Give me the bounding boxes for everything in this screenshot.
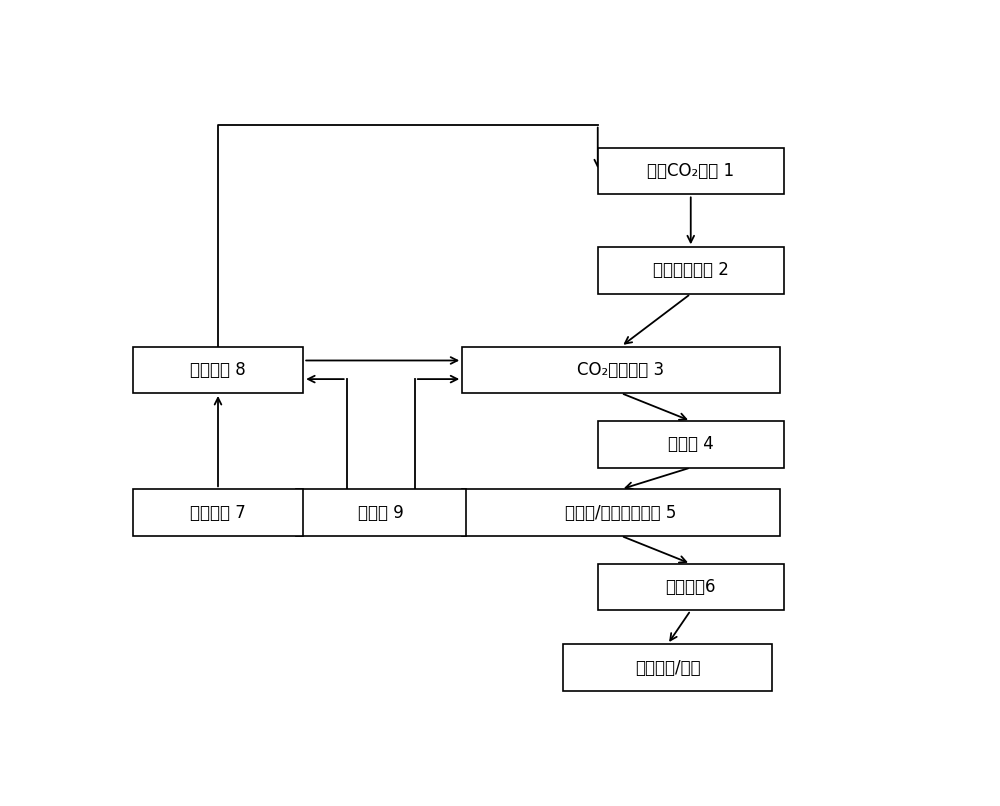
Bar — [563, 645, 772, 691]
Bar — [133, 489, 303, 536]
Text: 稳流器 4: 稳流器 4 — [668, 435, 714, 453]
Text: 湡轮机/活塞式膨胀机 5: 湡轮机/活塞式膨胀机 5 — [565, 504, 677, 521]
Bar — [598, 421, 784, 467]
Text: 冷却装置 7: 冷却装置 7 — [190, 504, 246, 521]
Text: 生产用电/电网: 生产用电/电网 — [635, 659, 700, 677]
Bar — [462, 347, 780, 393]
Text: 发电装置6: 发电装置6 — [666, 578, 716, 596]
Text: 高压泵送装置 2: 高压泵送装置 2 — [653, 261, 729, 280]
Text: 回热器 9: 回热器 9 — [358, 504, 404, 521]
Text: 压缩装置 8: 压缩装置 8 — [190, 361, 246, 379]
Text: CO₂蓄能装置 3: CO₂蓄能装置 3 — [577, 361, 665, 379]
Bar — [598, 247, 784, 293]
Bar — [133, 347, 303, 393]
Bar — [598, 148, 784, 194]
Bar — [296, 489, 466, 536]
Bar — [598, 563, 784, 610]
Text: 液体CO₂储罐 1: 液体CO₂储罐 1 — [647, 162, 734, 181]
Bar — [462, 489, 780, 536]
